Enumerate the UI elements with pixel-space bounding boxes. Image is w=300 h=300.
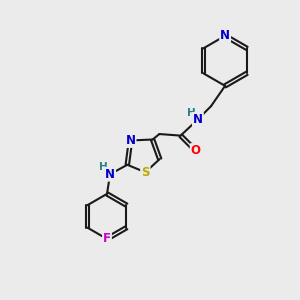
Text: N: N [193,113,203,126]
Text: S: S [141,166,150,179]
Text: O: O [191,144,201,157]
Text: N: N [105,168,115,181]
Text: H: H [187,108,195,118]
Text: N: N [220,29,230,42]
Text: N: N [125,134,136,147]
Text: F: F [103,232,111,245]
Text: H: H [100,162,108,172]
